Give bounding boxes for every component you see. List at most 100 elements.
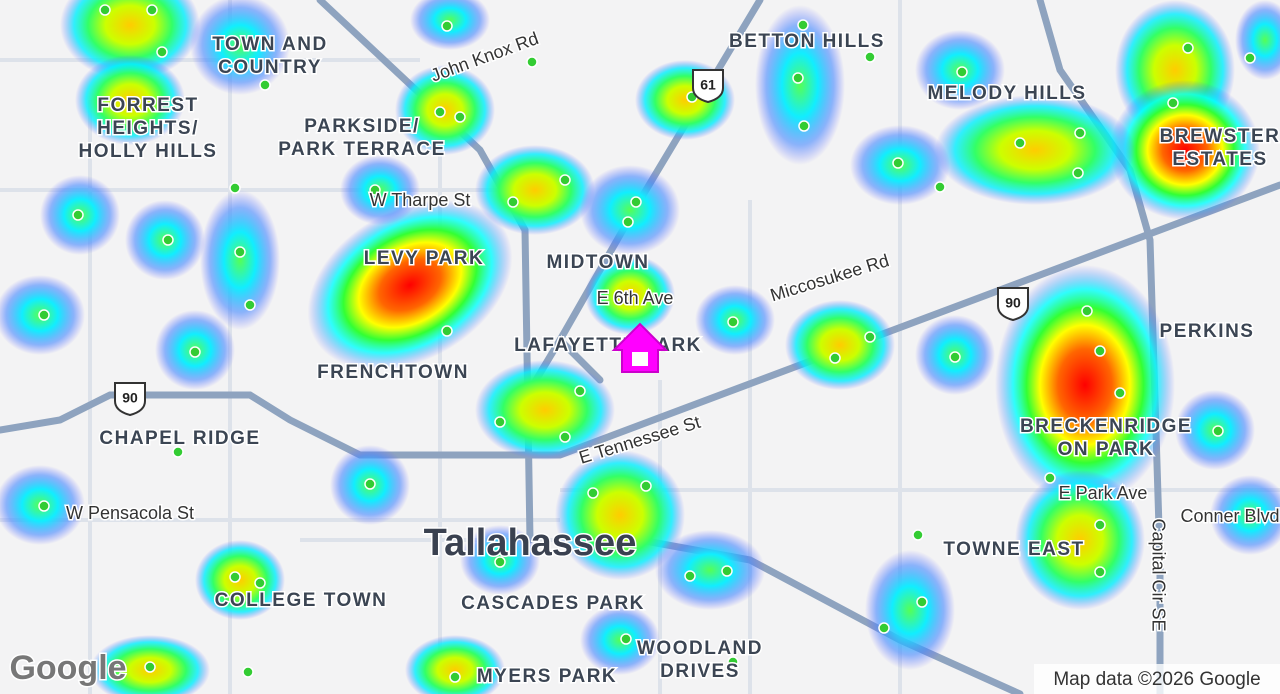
heat-point [494, 556, 506, 568]
heat-blob [60, 0, 200, 80]
neighborhood-label: CASCADES PARK [461, 593, 645, 614]
google-logo: Google [9, 649, 126, 687]
heat-point [1212, 425, 1224, 437]
street-label: E 6th Ave [597, 288, 674, 308]
heat-point [1081, 305, 1093, 317]
heat-point [259, 79, 271, 91]
neighborhood-label: TOWN AND [212, 34, 327, 55]
heat-point [630, 196, 642, 208]
heat-point [1245, 509, 1257, 521]
route-shield [114, 382, 146, 417]
heat-point [156, 46, 168, 58]
neighborhood-label: HEIGHTS/ [97, 118, 199, 139]
heat-point [99, 4, 111, 16]
heat-blob [865, 550, 955, 670]
heat-point [1074, 127, 1086, 139]
heat-point [620, 633, 632, 645]
neighborhood-label: CHAPEL RIDGE [99, 428, 260, 449]
neighborhood-label: ESTATES [1172, 149, 1267, 170]
heat-point [684, 570, 696, 582]
city-label: Tallahassee [424, 522, 637, 564]
heat-point [434, 106, 446, 118]
route-shield [997, 287, 1029, 322]
heat-point [172, 446, 184, 458]
neighborhood-label: WOODLAND [637, 638, 763, 659]
heat-point [1182, 42, 1194, 54]
street-label: W Pensacola St [66, 503, 194, 523]
heat-point [254, 577, 266, 589]
heat-point [949, 351, 961, 363]
heat-blob [580, 165, 680, 255]
heat-point [912, 529, 924, 541]
heat-blob [475, 360, 615, 460]
neighborhood-label: PERKINS [1160, 321, 1255, 342]
heat-blob [935, 95, 1135, 205]
heat-point [162, 234, 174, 246]
street-label: Capital Cir SE [1148, 518, 1168, 631]
heat-point [364, 478, 376, 490]
attribution-bg [1034, 664, 1280, 694]
heat-point [559, 174, 571, 186]
heat-point [146, 4, 158, 16]
heat-point [892, 157, 904, 169]
heat-point [878, 622, 890, 634]
heat-blob [1110, 80, 1260, 220]
heat-point [454, 111, 466, 123]
heat-point [189, 346, 201, 358]
heat-blob [995, 265, 1175, 505]
heat-point [494, 416, 506, 428]
route-number: 61 [700, 77, 716, 93]
neighborhood-label: LEVY PARK [364, 248, 485, 269]
heat-point [229, 182, 241, 194]
neighborhood-label: LAFAYETTE PARK [514, 335, 702, 356]
street-label: E Park Ave [1059, 483, 1148, 503]
neighborhood-label: BRECKENRIDGE [1020, 416, 1192, 437]
heat-point [1094, 519, 1106, 531]
heat-point [507, 196, 519, 208]
route-shield [692, 69, 724, 104]
heat-point [1244, 52, 1256, 64]
heat-point [1044, 472, 1056, 484]
heat-point [622, 216, 634, 228]
heat-blob [585, 255, 675, 335]
heat-blob [195, 540, 285, 620]
attribution: Map data ©2026 Google [1053, 669, 1260, 690]
heat-blob [1210, 475, 1280, 555]
street-label: W Tharpe St [370, 190, 471, 210]
heat-blob [580, 605, 660, 675]
neighborhood-label: BETTON HILLS [729, 31, 885, 52]
neighborhood-label: HOLLY HILLS [79, 141, 218, 162]
heat-point [441, 325, 453, 337]
heat-point [526, 56, 538, 68]
heat-point [449, 671, 461, 683]
heat-point [1094, 345, 1106, 357]
home-marker [611, 322, 669, 373]
heat-point [574, 385, 586, 397]
neighborhood-label: PARK TERRACE [278, 139, 446, 160]
neighborhood-label: MIDTOWN [546, 252, 649, 273]
heat-point [1094, 566, 1106, 578]
heat-point [72, 209, 84, 221]
heat-point [1114, 387, 1126, 399]
neighborhood-label: MELODY HILLS [927, 83, 1086, 104]
heat-point [242, 666, 254, 678]
heat-point [797, 19, 809, 31]
heat-point [792, 72, 804, 84]
heat-blob [1015, 470, 1145, 610]
heat-point [727, 656, 739, 668]
neighborhood-label: MYERS PARK [477, 666, 617, 687]
heat-point [798, 120, 810, 132]
heat-point [234, 246, 246, 258]
heat-blob [200, 190, 280, 330]
neighborhood-label: BREWSTER [1160, 126, 1280, 147]
heat-blob [307, 199, 513, 371]
heat-blob [405, 635, 505, 694]
heat-point [244, 299, 256, 311]
heat-point [640, 480, 652, 492]
neighborhood-label: COLLEGE TOWN [215, 590, 388, 611]
neighborhood-label: COUNTRY [218, 57, 322, 78]
neighborhood-label: TOWNE EAST [943, 539, 1084, 560]
